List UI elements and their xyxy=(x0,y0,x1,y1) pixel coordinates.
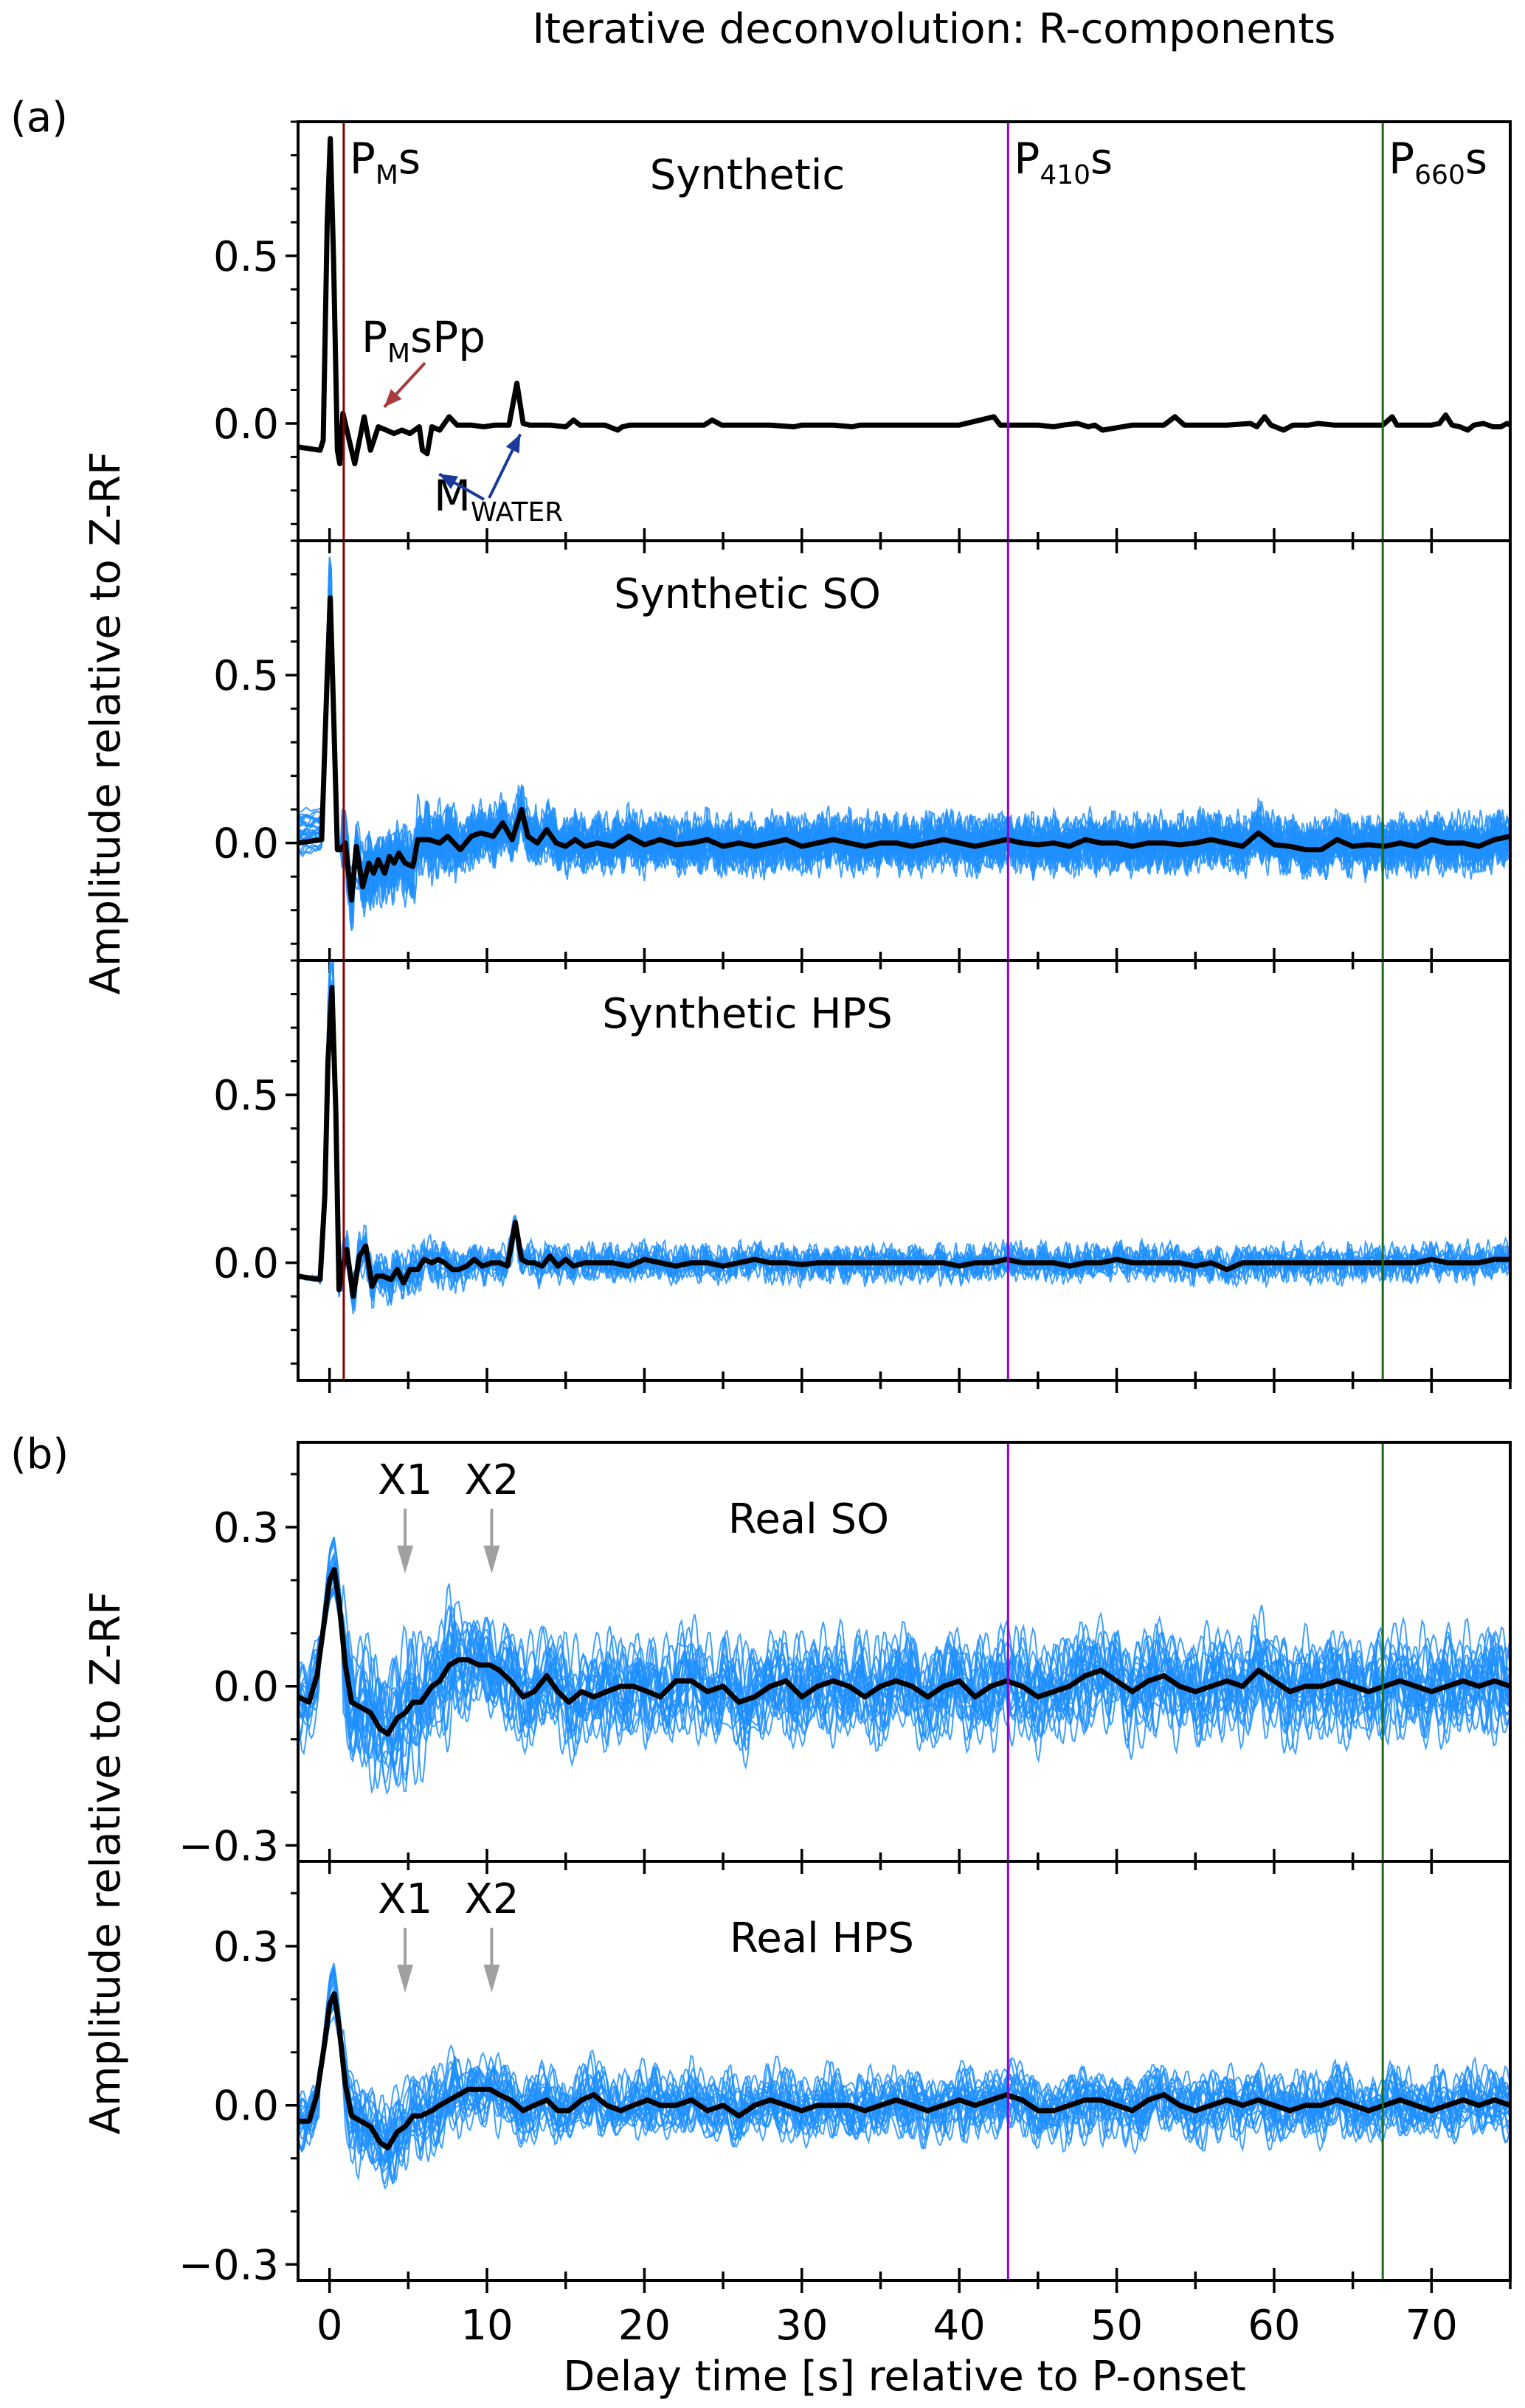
xlabel: Delay time [s] relative to P-onset xyxy=(563,2353,1246,2401)
annotation-subscript: 660 xyxy=(1414,160,1465,190)
x-tick-label: 70 xyxy=(1405,2302,1458,2350)
annotation-subscript: 410 xyxy=(1040,160,1090,190)
annotation-tail: s xyxy=(398,134,421,184)
down-arrow-icon xyxy=(397,1546,414,1574)
chart-panel-synthetic-so: 0.0 0.5 Synthetic SO xyxy=(213,539,1512,973)
panel-b-label: (b) xyxy=(10,1430,69,1478)
axes-frame xyxy=(297,959,1512,1382)
y-tick-label: 0.3 xyxy=(213,1923,279,1971)
y-tick-label: 0.5 xyxy=(213,1072,279,1120)
y-tick-label: 0.3 xyxy=(213,1504,279,1552)
panel-title: Real SO xyxy=(728,1495,889,1543)
annotation-main: P xyxy=(362,312,387,362)
y-tick-label: −0.3 xyxy=(179,2241,279,2289)
mean-trace xyxy=(298,595,1510,903)
individual-trace xyxy=(298,633,1510,931)
annotation-tail: s xyxy=(1465,134,1487,184)
individual-trace xyxy=(298,558,1510,931)
individual-trace xyxy=(298,961,1510,1297)
down-arrow-icon xyxy=(483,1965,500,1993)
annotation-pmspp: PMsPp xyxy=(362,312,485,369)
x-tick-label: 10 xyxy=(460,2302,513,2350)
annotation-main: P xyxy=(1389,134,1414,184)
annotation-main: P xyxy=(350,134,376,184)
ylabel-a: Amplitude relative to Z-RF xyxy=(82,452,130,995)
annotation-subscript: M xyxy=(387,339,410,369)
individual-trace xyxy=(298,980,1510,1298)
x-tick-label: 30 xyxy=(775,2302,828,2350)
annotation-tail: sPp xyxy=(410,312,485,362)
annotation-tail: s xyxy=(1090,134,1113,184)
axes-frame xyxy=(297,539,1512,962)
y-tick-label: 0.0 xyxy=(213,401,279,449)
arrow-head-icon xyxy=(439,474,459,490)
x-tick-label: 0 xyxy=(317,2302,343,2350)
annotation-mwater: MWATER xyxy=(434,471,563,527)
y-tick-label: 0.0 xyxy=(213,1664,279,1712)
individual-trace xyxy=(298,639,1510,916)
panel-title: Real HPS xyxy=(730,1914,914,1962)
panel-title: Synthetic xyxy=(650,151,845,199)
mean-trace xyxy=(298,1567,1510,1737)
marker-label-x1: X1 xyxy=(378,1456,432,1504)
individual-trace xyxy=(298,1967,1510,2182)
panel-title: Synthetic HPS xyxy=(602,990,893,1038)
down-arrow-icon xyxy=(397,1965,414,1993)
annotation-main: P xyxy=(1014,134,1040,184)
marker-label-x2: X2 xyxy=(464,1875,519,1923)
down-arrow-icon xyxy=(483,1546,500,1574)
plot-area xyxy=(298,961,1510,1315)
y-tick-label: 0.0 xyxy=(213,820,279,868)
mean-trace xyxy=(298,136,1510,466)
ylabel-b: Amplitude relative to Z-RF xyxy=(82,1591,130,2135)
mean-trace xyxy=(298,984,1510,1299)
chart-panel-real-so: −0.3 0.0 0.3 Real SO X1 X2 xyxy=(179,1441,1512,1874)
annotation-subscript: WATER xyxy=(471,497,563,527)
figure-title: Iterative deconvolution: R-components xyxy=(533,5,1336,53)
plot-area xyxy=(298,556,1510,931)
y-tick-label: −0.3 xyxy=(179,1822,279,1870)
marker-label-x1: X1 xyxy=(378,1875,432,1923)
chart-panel-real-hps: −0.3 0.0 0.3 0 10 20 30 40 50 60 70 Real HPS X1 X2 xyxy=(179,1860,1512,2350)
y-tick-label: 0.5 xyxy=(213,233,279,281)
plot-area xyxy=(298,136,1510,466)
x-tick-label: 60 xyxy=(1248,2302,1300,2350)
x-tick-label: 50 xyxy=(1090,2302,1143,2350)
chart-panel-synthetic-hps: 0.0 0.5 Synthetic HPS xyxy=(213,959,1512,1393)
x-tick-label: 40 xyxy=(933,2302,986,2350)
axes-frame xyxy=(297,1860,1512,2282)
annotation-subscript: M xyxy=(376,160,398,190)
y-tick-label: 0.5 xyxy=(213,652,279,700)
panel-title: Synthetic SO xyxy=(614,570,881,618)
individual-trace xyxy=(298,617,1510,924)
x-tick-label: 20 xyxy=(618,2302,671,2350)
plot-area xyxy=(298,1536,1510,1796)
marker-label-x2: X2 xyxy=(464,1456,519,1504)
individual-trace xyxy=(298,1968,1510,2165)
arrow-head-icon xyxy=(505,434,521,454)
individual-trace xyxy=(298,1558,1510,1762)
annotation-phase-pms: PMs xyxy=(350,134,421,190)
mean-trace xyxy=(298,1991,1510,2151)
individual-trace xyxy=(298,649,1510,924)
y-tick-label: 0.0 xyxy=(213,1240,279,1288)
arrow-head-icon xyxy=(384,389,402,407)
plot-area xyxy=(298,1962,1510,2190)
panel-a-label: (a) xyxy=(10,94,68,142)
individual-trace xyxy=(298,635,1510,909)
individual-trace xyxy=(298,961,1510,1297)
annotation-phase-410: P410s xyxy=(1014,134,1113,190)
individual-trace xyxy=(298,647,1510,890)
y-tick-label: 0.0 xyxy=(213,2083,279,2131)
individual-trace xyxy=(298,623,1510,915)
annotation-phase-660: P660s xyxy=(1389,134,1487,190)
